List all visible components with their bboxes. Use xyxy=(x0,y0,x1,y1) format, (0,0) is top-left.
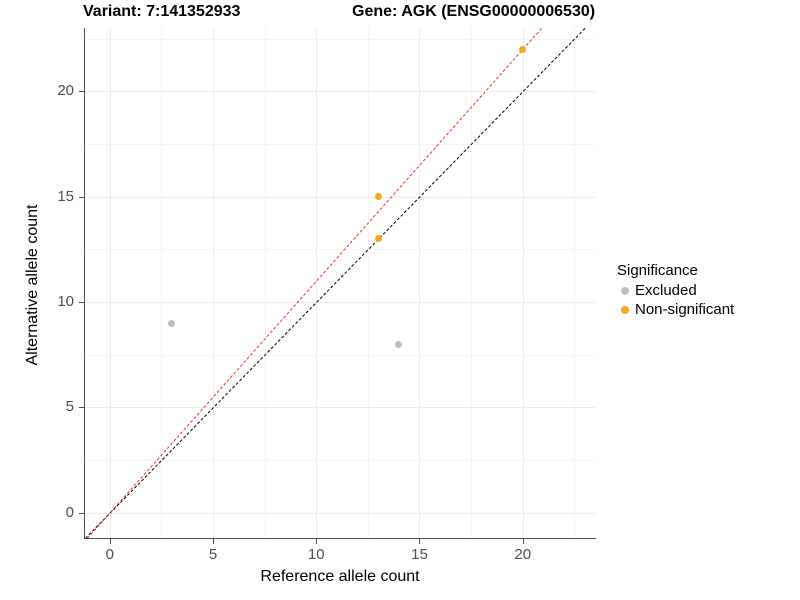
gridline-major-vertical xyxy=(316,28,318,538)
chart-title-bar: Variant: 7:141352933 Gene: AGK (ENSG0000… xyxy=(0,0,800,28)
gridline-major-vertical xyxy=(522,28,524,538)
gridline-major-horizontal xyxy=(85,512,595,514)
x-tick-label: 20 xyxy=(514,546,532,563)
gridline-major-horizontal xyxy=(85,196,595,198)
gridline-minor-horizontal xyxy=(85,460,595,462)
legend: Significance Excluded Non-significant xyxy=(617,262,792,319)
gene-title: Gene: AGK (ENSG00000006530) xyxy=(352,3,596,20)
legend-key xyxy=(617,286,633,295)
gridline-major-horizontal xyxy=(85,301,595,303)
legend-item-excluded[interactable]: Excluded xyxy=(617,281,792,300)
x-tick-label: 0 xyxy=(105,546,114,563)
gridline-major-vertical xyxy=(109,28,111,538)
x-axis-line xyxy=(84,538,596,539)
data-point[interactable] xyxy=(395,340,403,348)
x-tick-mark xyxy=(109,539,111,544)
x-tick-mark xyxy=(419,539,421,544)
y-tick-mark xyxy=(79,512,84,514)
gridline-minor-horizontal xyxy=(85,38,595,40)
gridline-major-vertical xyxy=(419,28,421,538)
gridline-minor-vertical xyxy=(367,28,369,538)
data-point[interactable] xyxy=(374,235,382,243)
legend-items: Excluded Non-significant xyxy=(617,281,792,319)
y-tick-label: 0 xyxy=(65,503,74,521)
x-tick-mark xyxy=(316,539,318,544)
data-point[interactable] xyxy=(519,45,527,53)
gridline-minor-vertical xyxy=(161,28,163,538)
legend-dot-icon xyxy=(621,286,629,295)
y-tick-label: 5 xyxy=(65,398,74,416)
y-tick-mark xyxy=(79,407,84,409)
gridline-minor-vertical xyxy=(264,28,266,538)
y-tick-mark xyxy=(79,301,84,303)
legend-item-label: Excluded xyxy=(635,282,697,299)
y-tick-label: 15 xyxy=(57,187,74,205)
x-tick-label: 10 xyxy=(307,546,325,563)
gridline-major-vertical xyxy=(213,28,215,538)
x-tick-label: 5 xyxy=(208,546,218,563)
gridline-minor-horizontal xyxy=(85,249,595,251)
legend-item-label: Non-significant xyxy=(635,301,735,318)
x-tick-mark xyxy=(522,539,524,544)
data-point[interactable] xyxy=(168,319,176,327)
y-tick-mark xyxy=(79,196,84,198)
y-tick-label: 20 xyxy=(57,82,74,100)
data-point[interactable] xyxy=(374,193,382,201)
x-tick-mark xyxy=(213,539,215,544)
x-axis-label: Reference allele count xyxy=(260,568,420,585)
y-axis-line xyxy=(84,28,85,539)
gridline-minor-horizontal xyxy=(85,143,595,145)
plot-panel xyxy=(85,28,595,538)
gridline-minor-horizontal xyxy=(85,354,595,356)
gridline-major-horizontal xyxy=(85,91,595,93)
identity-line xyxy=(85,28,586,538)
fitted-ratio-line xyxy=(87,28,543,538)
legend-item-non-significant[interactable]: Non-significant xyxy=(617,300,792,319)
legend-key xyxy=(617,305,633,314)
y-axis-label: Alternative allele count xyxy=(24,204,41,366)
gridline-major-horizontal xyxy=(85,407,595,409)
variant-title: Variant: 7:141352933 xyxy=(83,3,241,20)
legend-title: Significance xyxy=(617,262,698,279)
y-tick-label: 10 xyxy=(57,292,74,310)
y-tick-mark xyxy=(79,91,84,93)
gridline-minor-vertical xyxy=(471,28,473,538)
legend-dot-icon xyxy=(621,305,629,314)
x-tick-label: 15 xyxy=(411,546,428,563)
gridline-minor-vertical xyxy=(574,28,576,538)
